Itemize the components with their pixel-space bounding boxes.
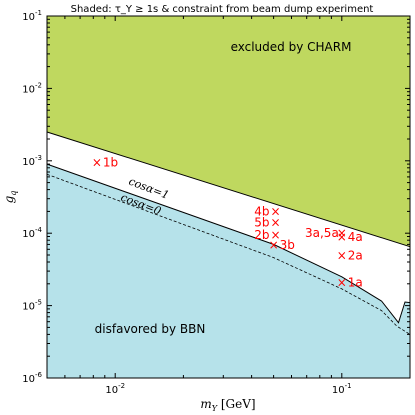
x-axis-label: mY [GeV] [200,397,255,413]
chart-title: Shaded: τ_Y ≥ 1s & constraint from beam … [71,4,374,15]
point-marker-4b: × [270,204,280,218]
point-marker-5b: × [270,216,280,230]
bbn-region-label: disfavored by BBN [95,322,206,336]
y-tick-label: 10-1 [22,9,42,23]
cos-alpha-0-curve [46,173,411,335]
point-label-5b: 5b [254,216,269,230]
point-marker-2a: × [337,249,347,263]
point-marker-3a-5a: × [337,226,347,240]
cos-alpha-1-curve [46,163,411,324]
y-tick-label: 10-6 [22,371,42,385]
point-marker-1a: × [337,275,347,289]
charm-boundary [46,131,411,248]
point-label-4a: 4a [348,230,363,244]
point-label-2b: 2b [254,228,269,242]
point-label-1b: 1b [103,155,118,169]
y-tick-label: 10-4 [22,226,42,240]
y-tick-label: 10-3 [22,154,42,168]
point-marker-2b: × [270,228,280,242]
point-label-4b: 4b [254,204,269,218]
point-label-2a: 2a [348,249,363,263]
point-marker-4a: × [337,230,347,244]
x-tick-label: 10-2 [105,382,125,396]
x-axis: 10-2 10-1 [46,16,411,396]
point-label-3a-5a: 3a,5a [305,226,339,240]
charm-region [47,16,410,247]
point-label-3b: 3b [280,238,295,252]
point-label-1a: 1a [348,275,363,289]
plot-frame [46,15,411,379]
y-tick-label: 10-5 [22,299,42,313]
point-marker-1b: × [92,155,102,169]
bbn-region [47,164,410,378]
plot-area [46,16,411,378]
y-tick-label: 10-2 [22,81,42,95]
data-points: × 1b×4b×5b×2b× 3b×3a,5a× 4a× 2a× 1a [92,155,363,289]
charm-region-label: excluded by CHARM [231,40,352,54]
point-marker-3b: × [269,238,279,252]
x-tick-label: 10-1 [332,382,352,396]
y-axis: 10-6 10-5 10-4 10-3 10-2 10-1 [22,9,410,385]
y-axis-label: gq [2,191,18,204]
